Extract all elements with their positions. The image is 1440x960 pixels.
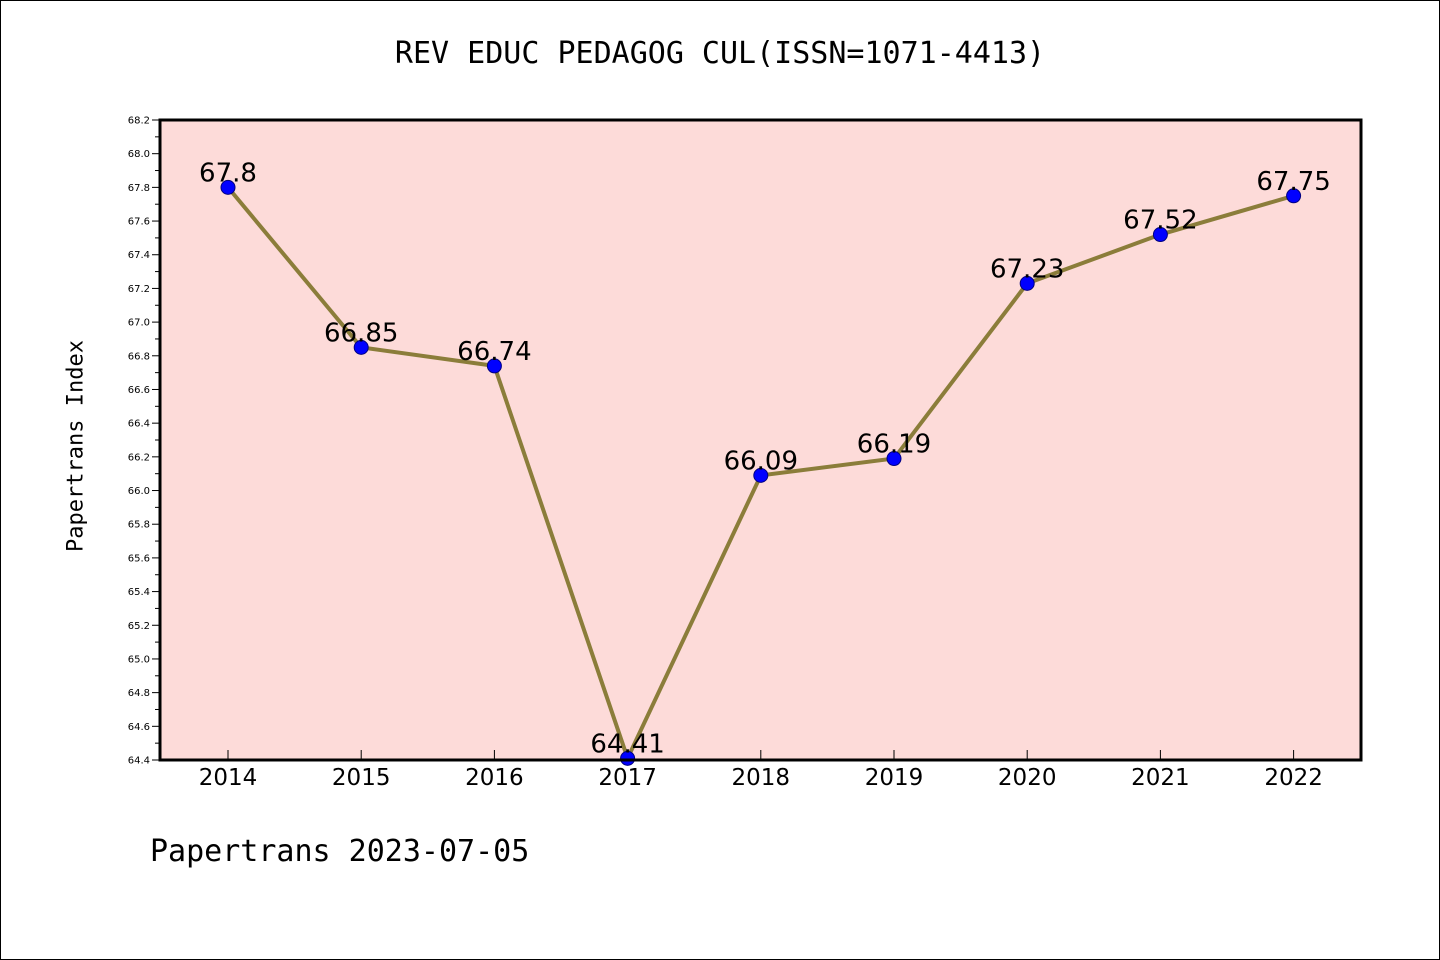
y-tick-label: 66.8: [128, 351, 150, 362]
x-tick-label: 2019: [865, 765, 924, 791]
data-markers: [220, 179, 1302, 766]
x-tick-label: 2017: [598, 765, 657, 791]
data-point: [1286, 188, 1302, 204]
y-tick-label: 68.0: [128, 149, 150, 160]
data-point: [753, 467, 769, 483]
x-tick-label: 2015: [332, 765, 391, 791]
plot-area: [160, 120, 1361, 760]
x-tick-label: 2021: [1131, 765, 1190, 791]
data-label: 64.41: [590, 729, 664, 759]
y-axis: 64.4 64.6 64.8 65.0 65.2 65.4 65.6 65.8 66.0 66.2…: [128, 116, 160, 767]
footer-credit: Papertrans 2023-07-05: [150, 834, 530, 869]
y-tick-label: 65.8: [128, 520, 150, 531]
y-tick-label: 65.6: [128, 553, 150, 564]
x-axis: 2014 2015 2016 2017 2018 2019 2020 2021 2022: [199, 750, 1323, 791]
data-point: [486, 358, 502, 374]
y-tick-label: 67.2: [128, 284, 150, 295]
data-label: 67.23: [990, 254, 1064, 284]
y-tick-label: 67.8: [128, 183, 150, 194]
data-point: [1152, 227, 1168, 243]
x-tick-label: 2022: [1264, 765, 1323, 791]
x-tick-label: 2014: [199, 765, 258, 791]
data-label: 66.19: [857, 430, 931, 460]
data-label: 66.74: [457, 337, 531, 367]
data-point: [353, 339, 369, 355]
data-label: 66.09: [724, 446, 798, 476]
data-point: [220, 179, 236, 195]
y-tick-label: 65.4: [128, 587, 150, 598]
data-point: [620, 750, 636, 766]
y-tick-label: 64.8: [128, 688, 150, 699]
y-tick-label: 67.0: [128, 318, 150, 329]
y-tick-label: 66.4: [128, 419, 150, 430]
y-tick-label: 66.6: [128, 385, 150, 396]
data-point: [1019, 275, 1035, 291]
data-label: 66.85: [324, 318, 398, 348]
y-tick-label: 66.2: [128, 452, 150, 463]
x-tick-label: 2018: [732, 765, 791, 791]
x-tick-label: 2016: [465, 765, 524, 791]
y-tick-label: 67.4: [128, 250, 150, 261]
chart-title: REV EDUC PEDAGOG CUL(ISSN=1071-4413): [394, 36, 1046, 71]
x-tick-label: 2020: [998, 765, 1057, 791]
data-point: [886, 451, 902, 467]
y-tick-label: 64.4: [128, 756, 150, 767]
plot-border: [158, 118, 1363, 762]
y-tick-label: 65.2: [128, 621, 150, 632]
y-tick-label: 66.0: [128, 486, 150, 497]
data-label: 67.8: [199, 158, 257, 188]
y-tick-label: 68.2: [128, 116, 150, 127]
y-tick-label: 67.6: [128, 217, 150, 228]
y-tick-label: 64.6: [128, 722, 150, 733]
y-tick-label: 65.0: [128, 654, 150, 665]
data-label: 67.52: [1123, 206, 1197, 236]
data-label: 67.75: [1256, 167, 1330, 197]
data-labels: 67.8 66.85 66.74 64.41 66.09 66.19 67.23 67.52 6…: [199, 158, 1331, 759]
